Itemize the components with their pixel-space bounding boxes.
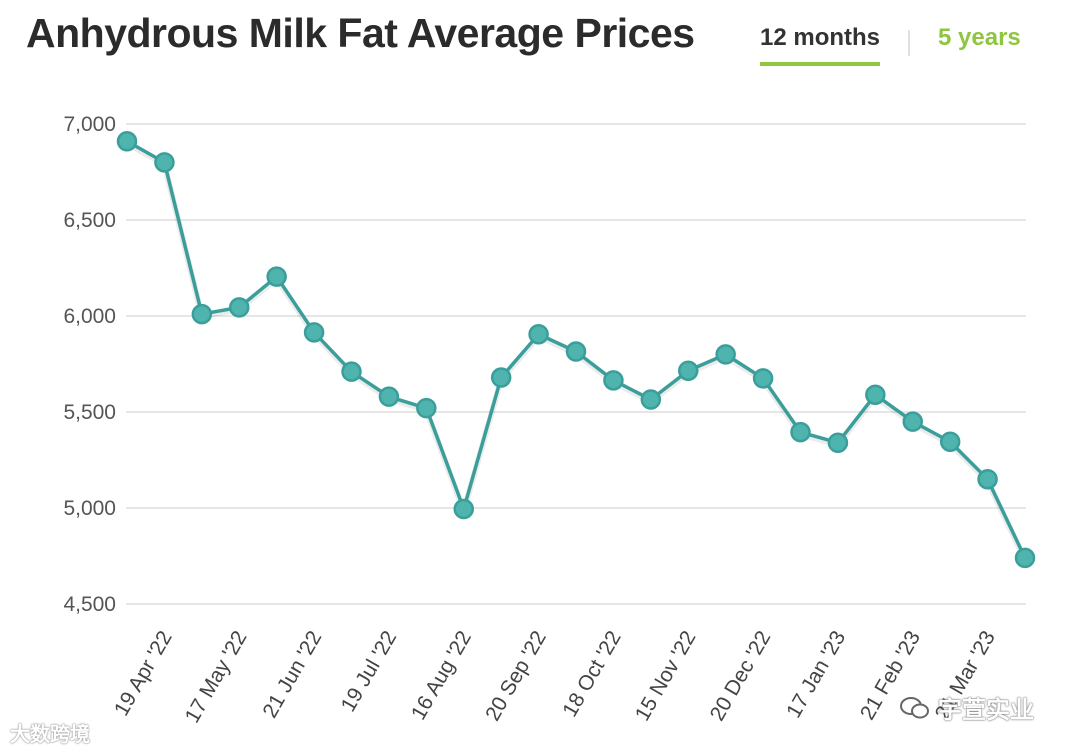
x-tick-label: 21 Jun '22	[258, 627, 326, 722]
y-tick-label: 4,500	[63, 593, 116, 616]
tab-divider	[908, 30, 911, 56]
data-point[interactable]	[229, 297, 250, 318]
data-point[interactable]	[303, 322, 325, 343]
x-tick-label: 17 Jan '23	[782, 627, 850, 722]
x-tick-label: 18 Oct '22	[558, 627, 625, 721]
data-point[interactable]	[902, 411, 923, 432]
tab-12-months[interactable]: 12 months	[760, 24, 881, 66]
data-point[interactable]	[603, 370, 624, 391]
x-tick-label: 20 Sep '22	[481, 627, 551, 725]
x-tick-label: 19 Apr '22	[110, 627, 177, 720]
x-tick-label: 17 May '22	[181, 627, 252, 727]
y-tick-label: 5,000	[63, 497, 116, 520]
data-point[interactable]	[453, 498, 474, 520]
data-point[interactable]	[191, 303, 213, 325]
grid-lines	[126, 123, 1026, 605]
data-point[interactable]	[266, 266, 287, 287]
data-point[interactable]	[1014, 547, 1036, 569]
x-tick-label: 20 Dec '22	[706, 627, 776, 725]
data-point[interactable]	[416, 397, 437, 419]
y-tick-label: 6,000	[63, 305, 116, 328]
data-point[interactable]	[490, 367, 512, 388]
data-point[interactable]	[939, 431, 961, 453]
data-point[interactable]	[865, 384, 886, 405]
data-point[interactable]	[827, 432, 849, 453]
y-tick-label: 6,500	[63, 209, 116, 232]
watermark-left-text: 大数跨境	[10, 724, 90, 746]
watermark-left: 大数跨境	[10, 718, 90, 747]
data-point[interactable]	[640, 389, 662, 410]
data-point[interactable]	[790, 421, 811, 443]
data-point[interactable]	[528, 323, 549, 345]
time-range-tabs: 12 months 5 years	[760, 24, 1021, 72]
data-point[interactable]	[341, 361, 362, 382]
data-point[interactable]	[565, 341, 587, 362]
x-tick-label: 16 Aug '22	[407, 627, 476, 724]
page-title: Anhydrous Milk Fat Average Prices	[26, 10, 695, 56]
data-point[interactable]	[678, 360, 699, 381]
x-axis-ticks: 19 Apr '22 17 May '22 21 Jun '22 19 Jul '22…	[110, 627, 1000, 727]
tab-5-years[interactable]: 5 years	[938, 24, 1021, 51]
wechat-icon	[900, 696, 929, 718]
data-point[interactable]	[715, 344, 736, 365]
data-point[interactable]	[116, 131, 138, 152]
y-axis-ticks: 4,500 5,000 5,500 6,000 6,500 7,000	[63, 113, 116, 616]
data-point[interactable]	[378, 386, 400, 407]
watermark-right-text: 宇萱实业	[938, 697, 1034, 724]
data-points	[116, 131, 1036, 569]
x-tick-label: 15 Nov '22	[631, 627, 701, 725]
y-tick-label: 5,500	[63, 401, 116, 424]
watermark-right: 宇萱实业	[900, 690, 1034, 725]
data-point[interactable]	[154, 152, 175, 173]
data-point[interactable]	[977, 468, 998, 490]
data-point[interactable]	[752, 368, 774, 389]
x-tick-label: 19 Jul '22	[337, 627, 402, 716]
y-tick-label: 7,000	[63, 113, 116, 136]
